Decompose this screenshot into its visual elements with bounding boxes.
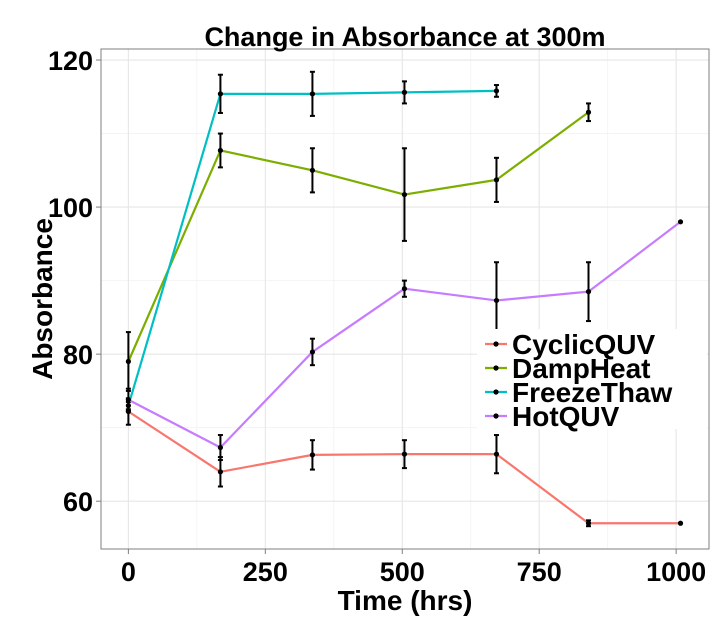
legend-label: DampHeat [512,353,650,384]
axis-ticks: 0 250 500 750 1000 60 80 100 120 [48,46,706,587]
data-point-dampheat [493,177,500,183]
data-point-cyclicquv [401,451,408,457]
legend-item-hotquv: HotQUV [485,401,620,432]
data-point-dampheat [309,167,316,173]
plot-panel-border [100,48,710,550]
legend-label: FreezeThaw [512,377,672,408]
x-tick-label: 750 [517,557,562,587]
data-point-hotquv [125,397,131,403]
series-layer [125,70,684,528]
plot-background [101,49,709,549]
y-tick-label: 120 [48,46,93,76]
data-point-dampheat [125,358,131,365]
data-point-hotquv [493,297,500,304]
data-point-freezethaw [309,91,316,97]
data-point-hotquv [401,286,408,292]
series-hotquv [125,219,684,462]
legend-key-point [493,365,499,371]
chart-title: Change in Absorbance at 300m [204,22,605,52]
legend-label: HotQUV [512,401,620,432]
data-point-hotquv [217,444,224,451]
data-point-dampheat [217,147,224,154]
legend-key-point [493,413,499,419]
legend-item-dampheat: DampHeat [485,353,650,384]
y-tick-label: 80 [63,340,93,370]
y-tick-label: 100 [48,193,93,223]
data-point-freezethaw [493,88,500,94]
data-point-freezethaw [401,89,408,95]
data-point-freezethaw [217,91,224,97]
data-point-hotquv [585,289,592,295]
series-freezethaw [125,70,500,411]
data-point-cyclicquv [309,452,316,458]
data-point-dampheat [401,191,408,198]
data-point-dampheat [585,109,592,115]
data-point-hotquv [309,349,316,355]
data-point-cyclicquv [493,451,500,457]
data-point-cyclicquv [585,520,592,526]
x-tick-label: 1000 [646,557,706,587]
data-point-hotquv [677,219,684,225]
legend-key-point [493,341,499,347]
data-point-cyclicquv [217,469,224,475]
legend-item-freezethaw: FreezeThaw [485,377,672,408]
series-dampheat [125,102,592,392]
y-tick-label: 60 [63,487,93,517]
legend-item-cyclicquv: CyclicQUV [485,329,655,360]
x-tick-label: 250 [243,557,288,587]
data-point-cyclicquv [677,520,684,526]
legend-label: CyclicQUV [512,329,655,360]
x-tick-label: 0 [121,557,136,587]
legend-key-point [493,389,499,395]
y-axis-title: Absorbance [27,218,58,380]
x-axis-title: Time (hrs) [338,585,473,616]
x-tick-label: 500 [380,557,425,587]
series-line-dampheat [127,111,590,362]
legend-background [477,329,707,429]
